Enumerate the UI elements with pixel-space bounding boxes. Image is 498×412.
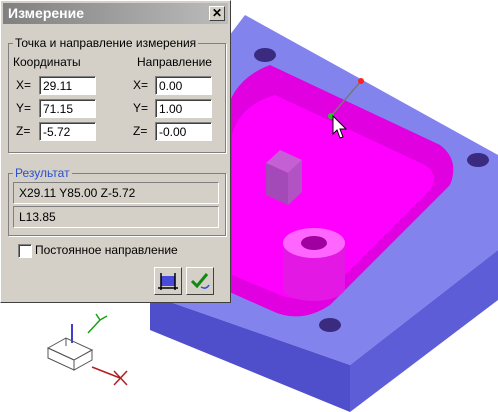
result-coords: X29.11 Y85.00 Z-5.72 bbox=[13, 182, 219, 204]
dir-y-input[interactable] bbox=[155, 99, 212, 118]
measure-vector bbox=[330, 80, 362, 117]
block-top bbox=[266, 150, 302, 173]
dir-z-input[interactable] bbox=[155, 122, 212, 141]
boss-bottom bbox=[283, 275, 345, 301]
dir-x-label: X= bbox=[133, 78, 149, 92]
boss-hole bbox=[301, 236, 327, 250]
result-length: L13.85 bbox=[13, 206, 219, 228]
coord-y-input[interactable] bbox=[39, 99, 96, 118]
dialog-titlebar[interactable]: Измерение ✕ bbox=[3, 3, 228, 24]
block-front bbox=[266, 163, 288, 205]
pocket-floor bbox=[232, 95, 434, 299]
z-label: Z= bbox=[16, 124, 31, 138]
apply-check-icon bbox=[190, 273, 210, 289]
mouse-cursor-icon bbox=[332, 114, 348, 139]
dir-header: Направление bbox=[137, 55, 212, 69]
part-right-face bbox=[350, 250, 498, 412]
part-front-face bbox=[150, 295, 350, 412]
apply-button[interactable] bbox=[186, 267, 214, 295]
constant-direction-label[interactable]: Постоянное направление bbox=[35, 243, 178, 257]
x-label: X= bbox=[16, 78, 32, 92]
dir-y-label: Y= bbox=[133, 101, 149, 115]
measure-button[interactable] bbox=[154, 267, 182, 295]
dir-x-input[interactable] bbox=[155, 76, 212, 95]
mount-hole bbox=[467, 153, 489, 167]
dialog-title: Измерение bbox=[8, 5, 85, 21]
coords-header: Координаты bbox=[13, 55, 81, 69]
close-button[interactable]: ✕ bbox=[209, 6, 225, 21]
measure-end-point bbox=[358, 78, 364, 84]
coord-z-input[interactable] bbox=[39, 122, 96, 141]
y-label: Y= bbox=[16, 101, 32, 115]
mount-hole bbox=[254, 48, 276, 62]
axis-triad-icon bbox=[46, 313, 128, 386]
point-direction-group: Точка и направление измерения bbox=[8, 36, 226, 153]
mount-hole bbox=[319, 318, 341, 332]
dir-z-label: Z= bbox=[133, 124, 148, 138]
measure-dialog: Измерение ✕ Точка и направление измерени… bbox=[0, 0, 231, 303]
block-side bbox=[288, 160, 302, 205]
result-group: Результат bbox=[8, 166, 226, 236]
constant-direction-checkbox[interactable] bbox=[18, 244, 32, 258]
measure-icon bbox=[158, 273, 178, 290]
result-legend: Результат bbox=[15, 166, 70, 180]
coord-x-input[interactable] bbox=[39, 76, 96, 95]
close-icon: ✕ bbox=[211, 6, 223, 20]
point-direction-legend: Точка и направление измерения bbox=[15, 36, 197, 50]
